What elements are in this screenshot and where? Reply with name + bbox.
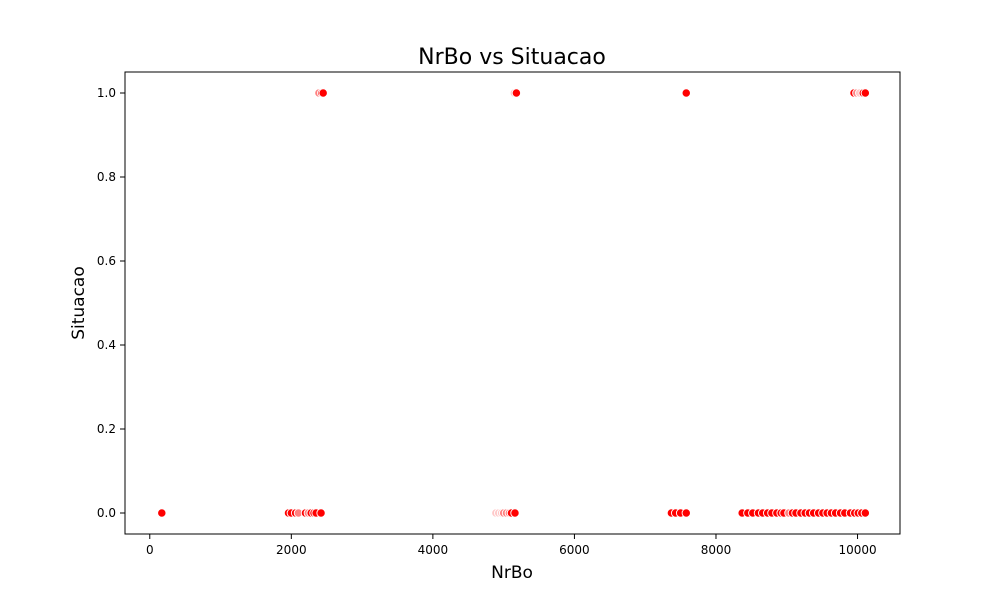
data-point [681,88,691,98]
x-tick-label: 8000 [701,543,732,557]
data-point [316,508,326,518]
y-tick-label: 0.2 [97,422,116,436]
data-point [510,508,520,518]
y-tick-label: 0.6 [97,254,116,268]
x-tick-label: 2000 [276,543,307,557]
data-point [318,88,328,98]
x-axis-label: NrBo [491,563,533,583]
y-axis-label: Situacao [69,266,89,340]
data-point [681,508,691,518]
data-point [157,508,167,518]
y-tick-label: 0.0 [97,506,116,520]
y-tick-label: 1.0 [97,86,116,100]
x-tick-label: 0 [146,543,154,557]
chart-title: NrBo vs Situacao [418,45,606,70]
x-tick-label: 10000 [838,543,876,557]
data-point [511,88,522,98]
data-point [860,508,870,518]
x-tick-label: 4000 [418,543,449,557]
y-tick-label: 0.8 [97,170,116,184]
data-points [157,88,870,518]
data-point [860,88,870,98]
y-tick-label: 0.4 [97,338,116,352]
plot-frame [124,71,901,535]
axis-ticks: 0 2000 4000 6000 8000 10000 0.0 0.2 0.4 0.6 0.8 1.0 [97,86,877,557]
x-tick-label: 6000 [559,543,590,557]
